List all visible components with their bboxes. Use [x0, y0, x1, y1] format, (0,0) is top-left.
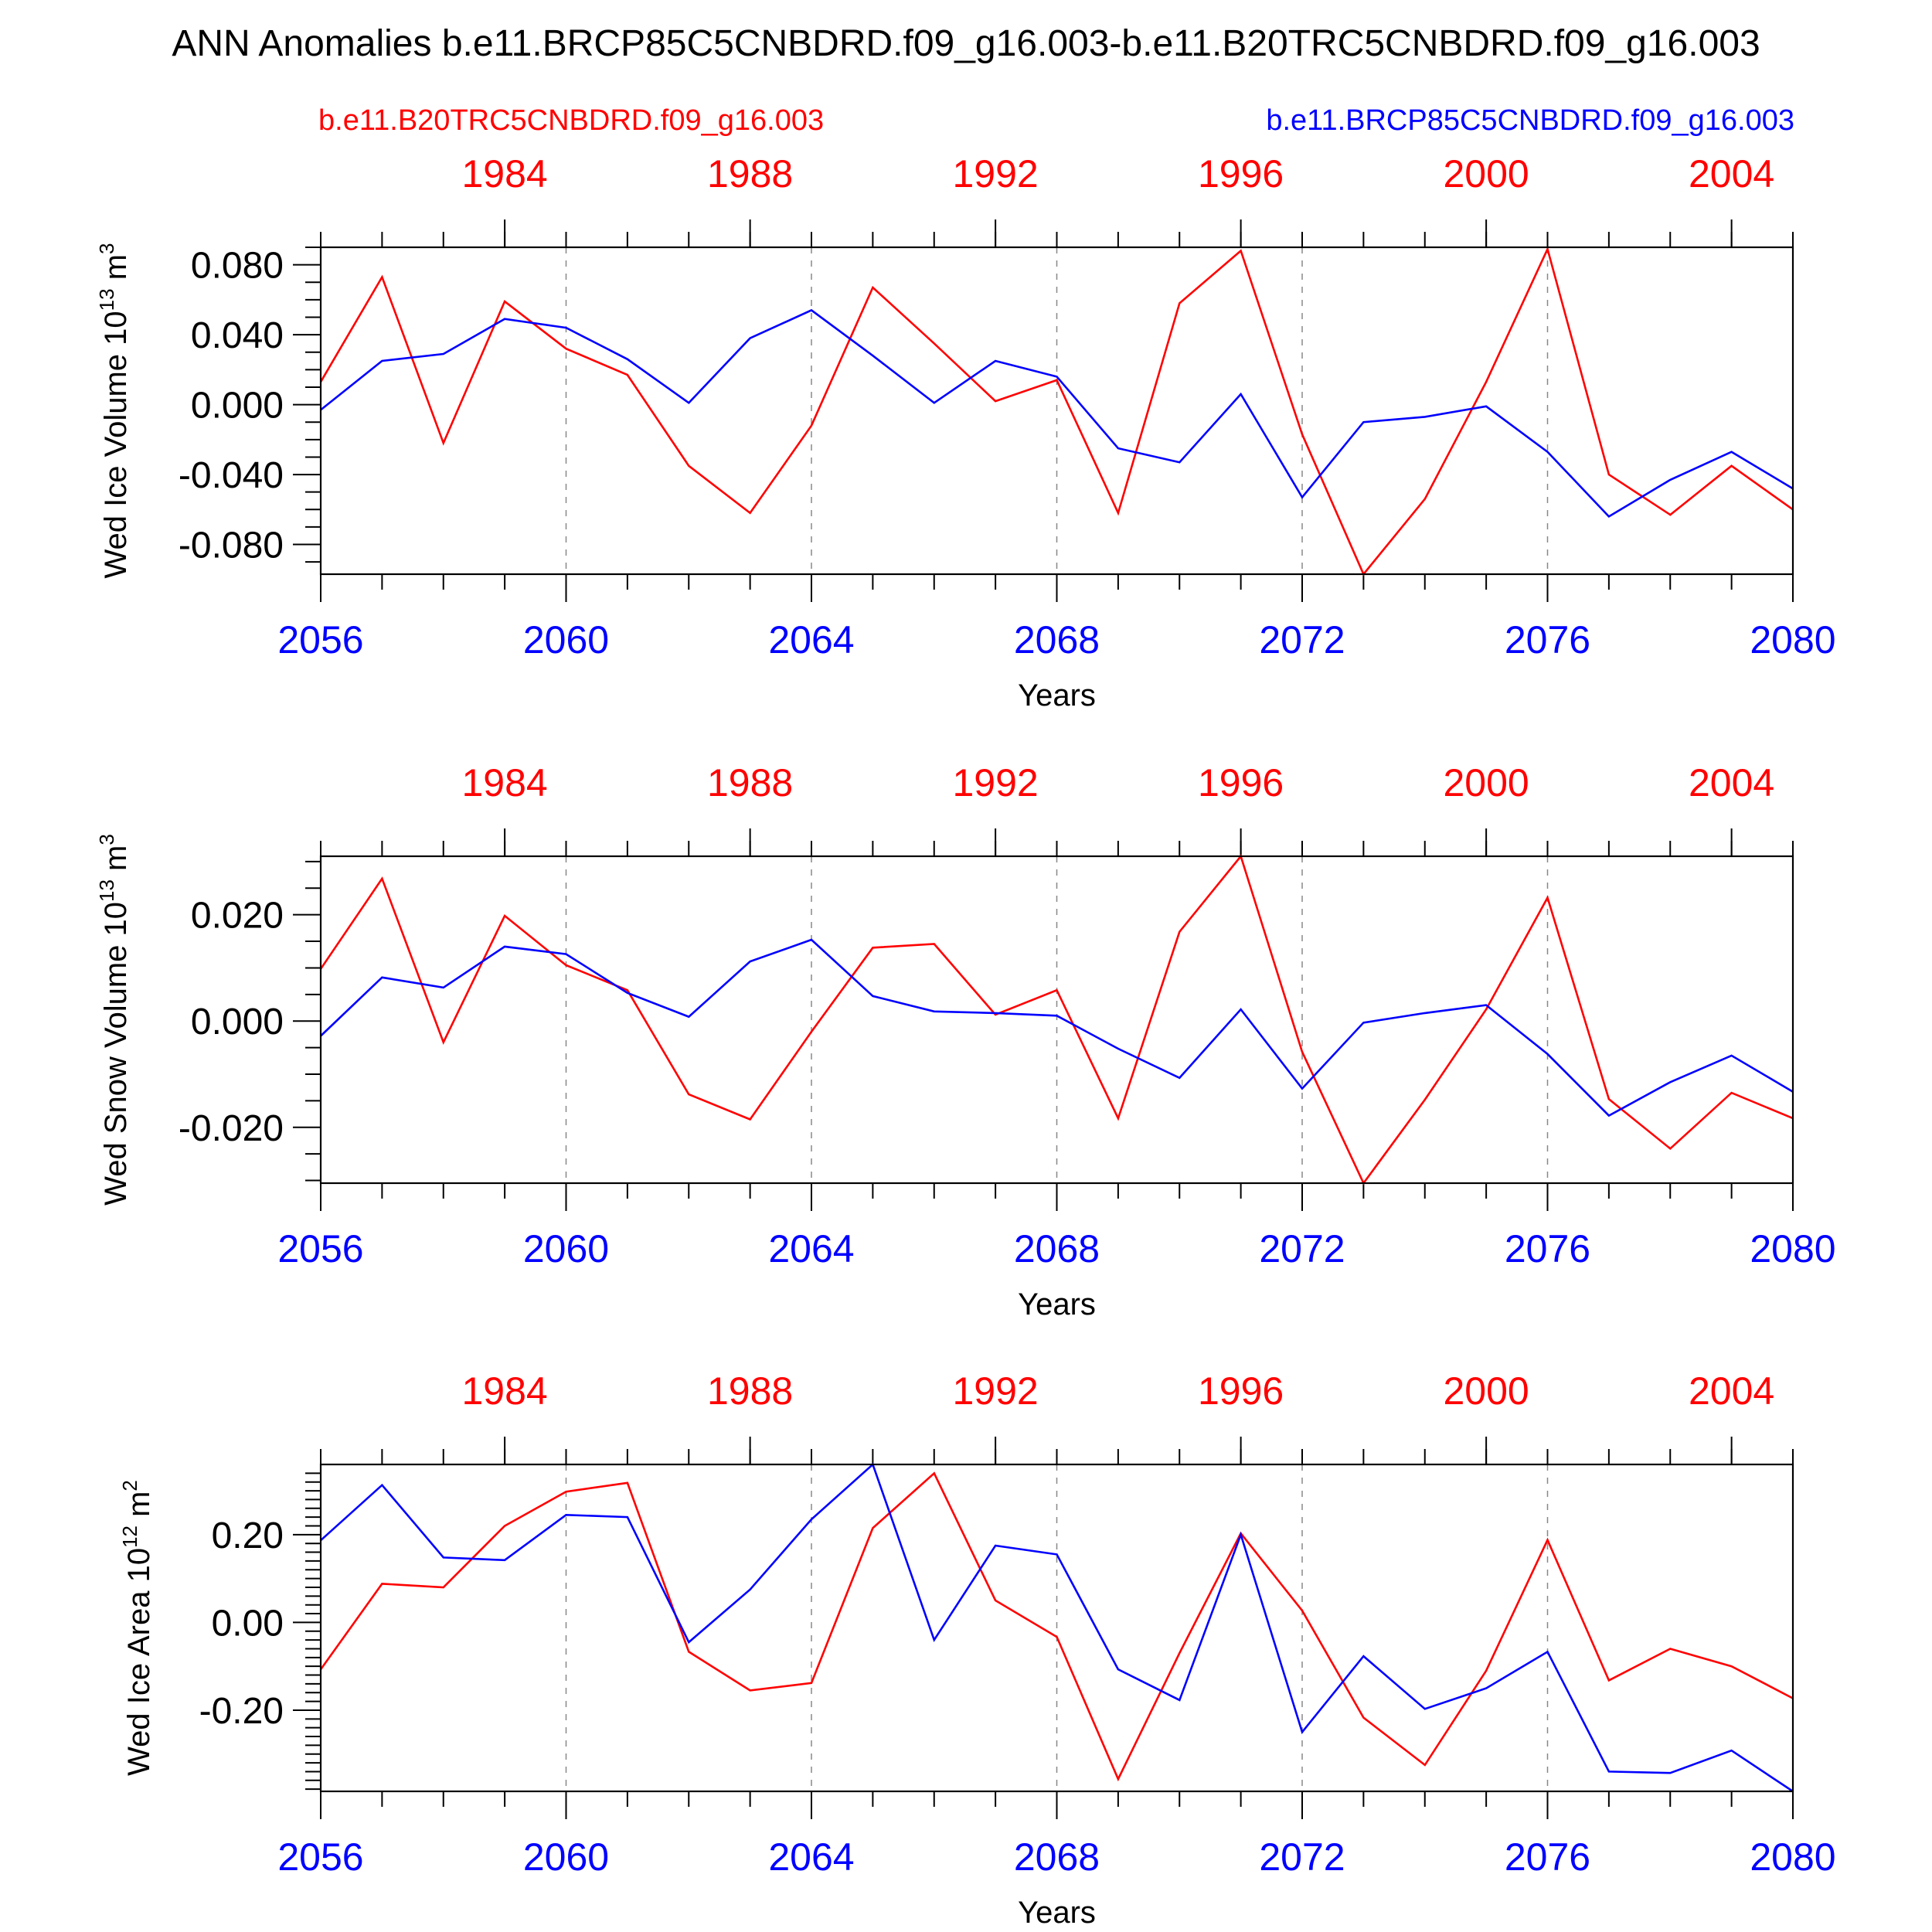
x-axis-label: Years	[1018, 1287, 1096, 1321]
y-tick-label: 0.040	[191, 315, 284, 356]
y-tick-label: 0.000	[191, 1002, 284, 1043]
series-line-blue	[320, 938, 1794, 1117]
y-axis-label: Wed Ice Volume 1013 m3	[95, 243, 133, 579]
x-top-tick-label: 1996	[1198, 761, 1284, 804]
x-top-tick-label: 2000	[1444, 152, 1529, 196]
x-tick-label: 2080	[1750, 1227, 1835, 1270]
x-top-tick-label: 1996	[1198, 152, 1284, 196]
x-tick-label: 2056	[277, 618, 363, 662]
x-top-tick-label: 2004	[1689, 152, 1774, 196]
x-top-tick-label: 1988	[707, 152, 793, 196]
y-tick-label: 0.020	[191, 896, 284, 937]
x-top-tick-label: 1984	[462, 1369, 548, 1413]
series-line-blue	[320, 308, 1794, 519]
plot-frame	[319, 246, 1794, 576]
y-axis-label: Wed Snow Volume 1013 m3	[95, 834, 133, 1206]
x-top-tick-label: 1988	[707, 761, 793, 804]
series-line-blue	[320, 1462, 1794, 1793]
y-axis-label-ylabel: Wed Ice Area 10	[122, 1548, 156, 1776]
x-tick-label: 2060	[523, 618, 609, 662]
x-top-tick-label: 1992	[953, 761, 1039, 804]
x-top-tick-label: 2004	[1689, 761, 1774, 804]
series-line-red	[319, 854, 1794, 1185]
x-axis-label: Years	[1018, 1896, 1096, 1930]
y-tick-label: -0.080	[179, 526, 284, 566]
x-top-tick-label: 1996	[1198, 1369, 1284, 1413]
x-tick-label: 2076	[1505, 1227, 1590, 1270]
y-axis-label-ylabel-unit-exp: 2	[118, 1480, 141, 1491]
x-top-tick-label: 1984	[462, 152, 548, 196]
y-tick-label: 0.20	[212, 1515, 284, 1556]
x-top-tick-label: 1992	[953, 152, 1039, 196]
y-axis-label-ylabel: Wed Snow Volume 10	[99, 902, 133, 1206]
series-line-red	[319, 1471, 1794, 1782]
x-tick-label: 2068	[1014, 1227, 1100, 1270]
y-axis-label-ylabel-unit: m	[99, 254, 133, 288]
x-axis-label: Years	[1018, 679, 1096, 713]
x-tick-label: 2072	[1259, 1227, 1345, 1270]
snow-volume-panel: 2056 2060 2064 2068 2072 2076 2080 Years 1984 198…	[95, 761, 1836, 1321]
y-axis-label-ylabel-exp: 13	[95, 879, 118, 902]
x-tick-label: 2076	[1505, 618, 1590, 662]
y-axis-label-ylabel-unit-exp: 3	[95, 834, 118, 845]
y-tick-label: -0.20	[199, 1691, 284, 1732]
x-tick-label: 2072	[1259, 1835, 1345, 1879]
x-tick-label: 2068	[1014, 618, 1100, 662]
y-tick-label: 0.000	[191, 386, 284, 427]
x-top-tick-label: 2000	[1444, 1369, 1529, 1413]
y-axis-label-ylabel-unit-exp: 3	[95, 243, 118, 254]
ice-volume-panel: 2056 2060 2064 2068 2072 2076 2080 Years 1984 198…	[95, 152, 1836, 713]
x-top-tick-label: 1988	[707, 1369, 793, 1413]
figure-title: ANN Anomalies b.e11.BRCP85C5CNBDRD.f09_g…	[172, 23, 1760, 64]
x-top-tick-label: 1992	[953, 1369, 1039, 1413]
x-top-tick-label: 2004	[1689, 1369, 1774, 1413]
y-axis-label-ylabel: Wed Ice Volume 10	[99, 311, 133, 578]
x-tick-label: 2076	[1505, 1835, 1590, 1879]
x-tick-label: 2060	[523, 1835, 609, 1879]
y-tick-label: -0.020	[179, 1108, 284, 1149]
plot-frame	[319, 1463, 1794, 1793]
x-tick-label: 2080	[1750, 618, 1835, 662]
x-tick-label: 2064	[768, 1227, 854, 1270]
y-axis-label-ylabel-exp: 12	[118, 1526, 141, 1548]
x-tick-label: 2064	[768, 618, 854, 662]
x-tick-label: 2072	[1259, 618, 1345, 662]
x-tick-label: 2056	[277, 1227, 363, 1270]
y-tick-label: 0.00	[212, 1603, 284, 1644]
legend-blue-label: b.e11.BRCP85C5CNBDRD.f09_g16.003	[1266, 104, 1794, 137]
y-tick-label: -0.040	[179, 455, 284, 496]
plot-frame	[319, 855, 1794, 1185]
legend-red-label: b.e11.B20TRC5CNBDRD.f09_g16.003	[318, 104, 824, 137]
y-axis-label-ylabel-exp: 13	[95, 288, 118, 311]
ice-area-panel: 2056 2060 2064 2068 2072 2076 2080 Years 1984 198…	[118, 1369, 1836, 1930]
x-top-tick-label: 2000	[1444, 761, 1529, 804]
y-axis-label-ylabel-unit: m	[99, 845, 133, 879]
x-tick-label: 2064	[768, 1835, 854, 1879]
x-top-tick-label: 1984	[462, 761, 548, 804]
y-axis-label-ylabel-unit: m	[122, 1492, 156, 1526]
series-line-red	[319, 246, 1794, 577]
x-tick-label: 2080	[1750, 1835, 1835, 1879]
x-tick-label: 2068	[1014, 1835, 1100, 1879]
x-tick-label: 2056	[277, 1835, 363, 1879]
y-tick-label: 0.080	[191, 246, 284, 287]
y-axis-label: Wed Ice Area 1012 m2	[118, 1480, 156, 1776]
x-tick-label: 2060	[523, 1227, 609, 1270]
